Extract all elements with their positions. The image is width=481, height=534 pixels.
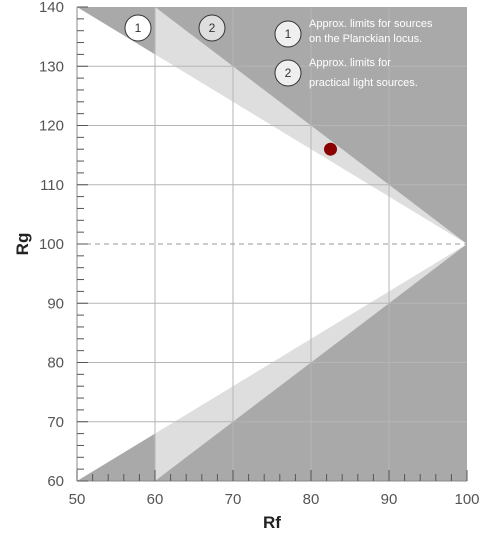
legend-text-1-line-2: on the Planckian locus.: [309, 33, 422, 45]
y-tick-label-70: 70: [47, 414, 64, 431]
x-tick-label-60: 60: [147, 491, 164, 508]
region-marker-2-circle: [198, 14, 226, 42]
region-marker-1-number: 1: [135, 21, 142, 35]
point-layer: [324, 142, 337, 156]
y-tick-label-130: 130: [39, 58, 64, 75]
legend-marker-1-number: 1: [285, 27, 292, 41]
y-tick-label-120: 120: [39, 118, 64, 135]
x-tick-label-80: 80: [303, 491, 320, 508]
tick-label-layer: 50 60 70 80 90 100 60 70 80 90 100 110 120 130 140: [39, 0, 480, 508]
region-marker-2-number: 2: [209, 21, 216, 35]
data-point-0: [324, 142, 337, 156]
region-marker-1: 1: [124, 14, 152, 42]
legend-text-2-line-2: practical light sources.: [309, 77, 418, 89]
y-tick-label-90: 90: [47, 295, 64, 312]
x-axis-title: Rf: [263, 513, 281, 532]
legend-entry-2: 2 Approx. limits for practical light sou…: [274, 57, 418, 89]
x-tick-label-100: 100: [454, 491, 479, 508]
legend-text-2-line-1: Approx. limits for: [309, 57, 391, 69]
legend-entry-1: 1 Approx. limits for sources on the Plan…: [274, 18, 433, 48]
y-tick-label-60: 60: [47, 473, 64, 490]
x-tick-label-70: 70: [225, 491, 242, 508]
legend-marker-1: [274, 20, 302, 48]
x-tick-label-50: 50: [69, 491, 86, 508]
region-marker-2: 2: [198, 14, 226, 42]
tick-layer: [76, 6, 468, 482]
y-tick-label-140: 140: [39, 0, 64, 16]
y-axis-title: Rg: [13, 233, 32, 256]
legend-marker-2-number: 2: [285, 66, 292, 80]
grid-layer: [76, 7, 467, 482]
region-marker-1-circle: [124, 14, 152, 42]
x-tick-label-90: 90: [381, 491, 398, 508]
y-tick-label-100: 100: [39, 236, 64, 253]
y-tick-label-110: 110: [40, 177, 64, 194]
legend-marker-2: [274, 59, 302, 87]
legend-text-1-line-1: Approx. limits for sources: [309, 18, 433, 30]
annotation-layer: 1 Approx. limits for sources on the Plan…: [124, 14, 433, 89]
y-tick-label-80: 80: [47, 355, 64, 372]
